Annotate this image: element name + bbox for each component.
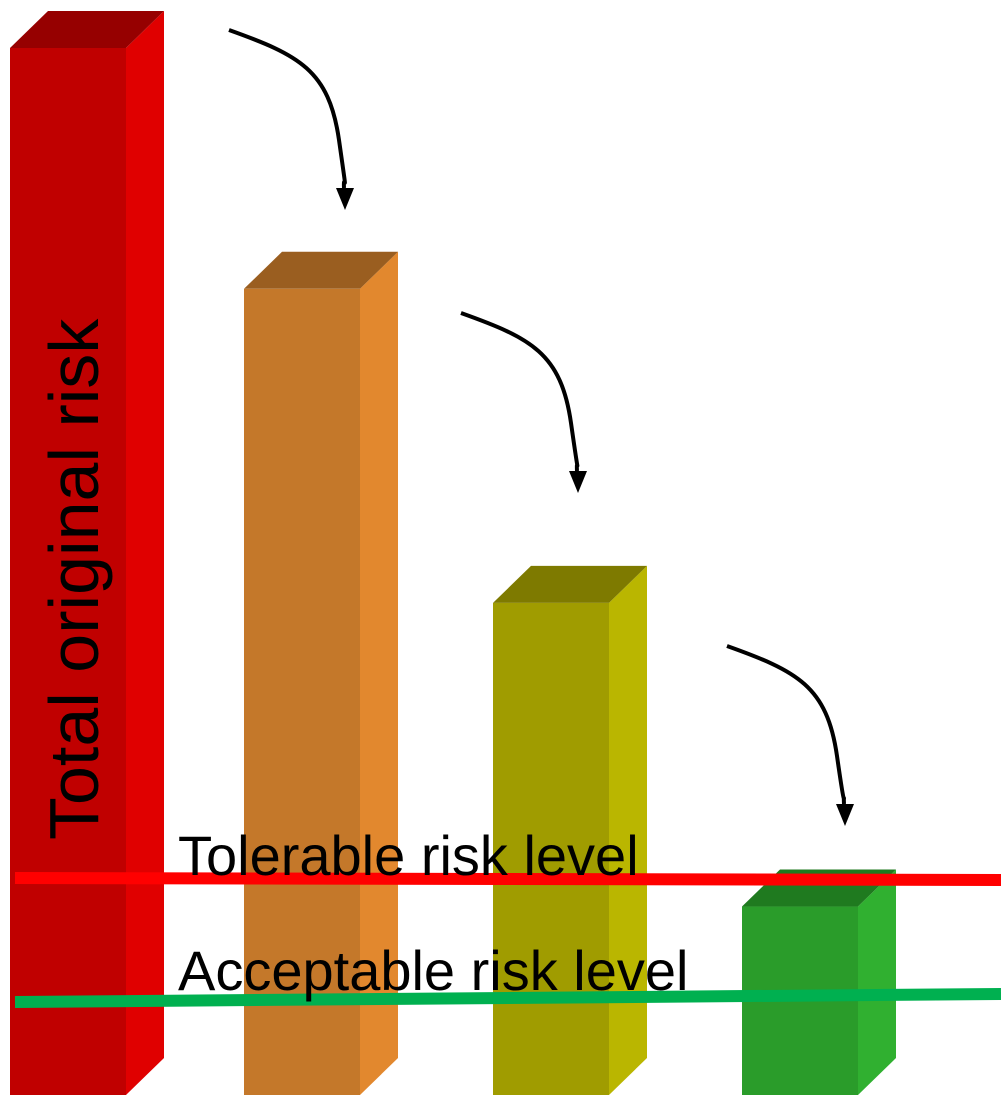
bars-layer bbox=[10, 11, 896, 1095]
reduction-arrow-2 bbox=[460, 311, 587, 493]
bar-top-face bbox=[493, 565, 647, 603]
bar-side-face bbox=[858, 869, 896, 1095]
bar-top-face bbox=[244, 251, 398, 289]
bar-4 bbox=[742, 869, 896, 1095]
bar-front-face bbox=[493, 602, 609, 1095]
threshold-1: Tolerable risk level bbox=[14, 824, 1001, 887]
arrows-layer bbox=[228, 28, 854, 826]
bar-2 bbox=[244, 251, 398, 1095]
arrow-curve bbox=[228, 28, 347, 189]
bar-front-face bbox=[10, 48, 126, 1095]
threshold-label: Tolerable risk level bbox=[178, 824, 639, 887]
bar-side-face bbox=[126, 11, 164, 1095]
arrow-head bbox=[569, 471, 587, 493]
threshold-line bbox=[14, 872, 1001, 886]
bar-1 bbox=[10, 11, 164, 1095]
bar-3 bbox=[493, 565, 647, 1095]
reduction-arrow-1 bbox=[228, 28, 354, 210]
arrow-curve bbox=[726, 644, 846, 805]
reduction-arrow-3 bbox=[726, 644, 854, 826]
threshold-line bbox=[14, 988, 1001, 1008]
arrow-head bbox=[336, 188, 354, 210]
bar-label-total-original-risk: Total original risk bbox=[35, 318, 113, 840]
bar-front-face bbox=[244, 288, 360, 1095]
thresholds-layer: Tolerable risk level Acceptable risk leve… bbox=[14, 824, 1001, 1008]
threshold-2: Acceptable risk level bbox=[14, 939, 1001, 1008]
bar-side-face bbox=[609, 565, 647, 1095]
arrow-head bbox=[836, 804, 854, 826]
bar-top-face bbox=[10, 11, 164, 48]
threshold-label: Acceptable risk level bbox=[178, 939, 688, 1002]
arrow-curve bbox=[460, 311, 580, 472]
